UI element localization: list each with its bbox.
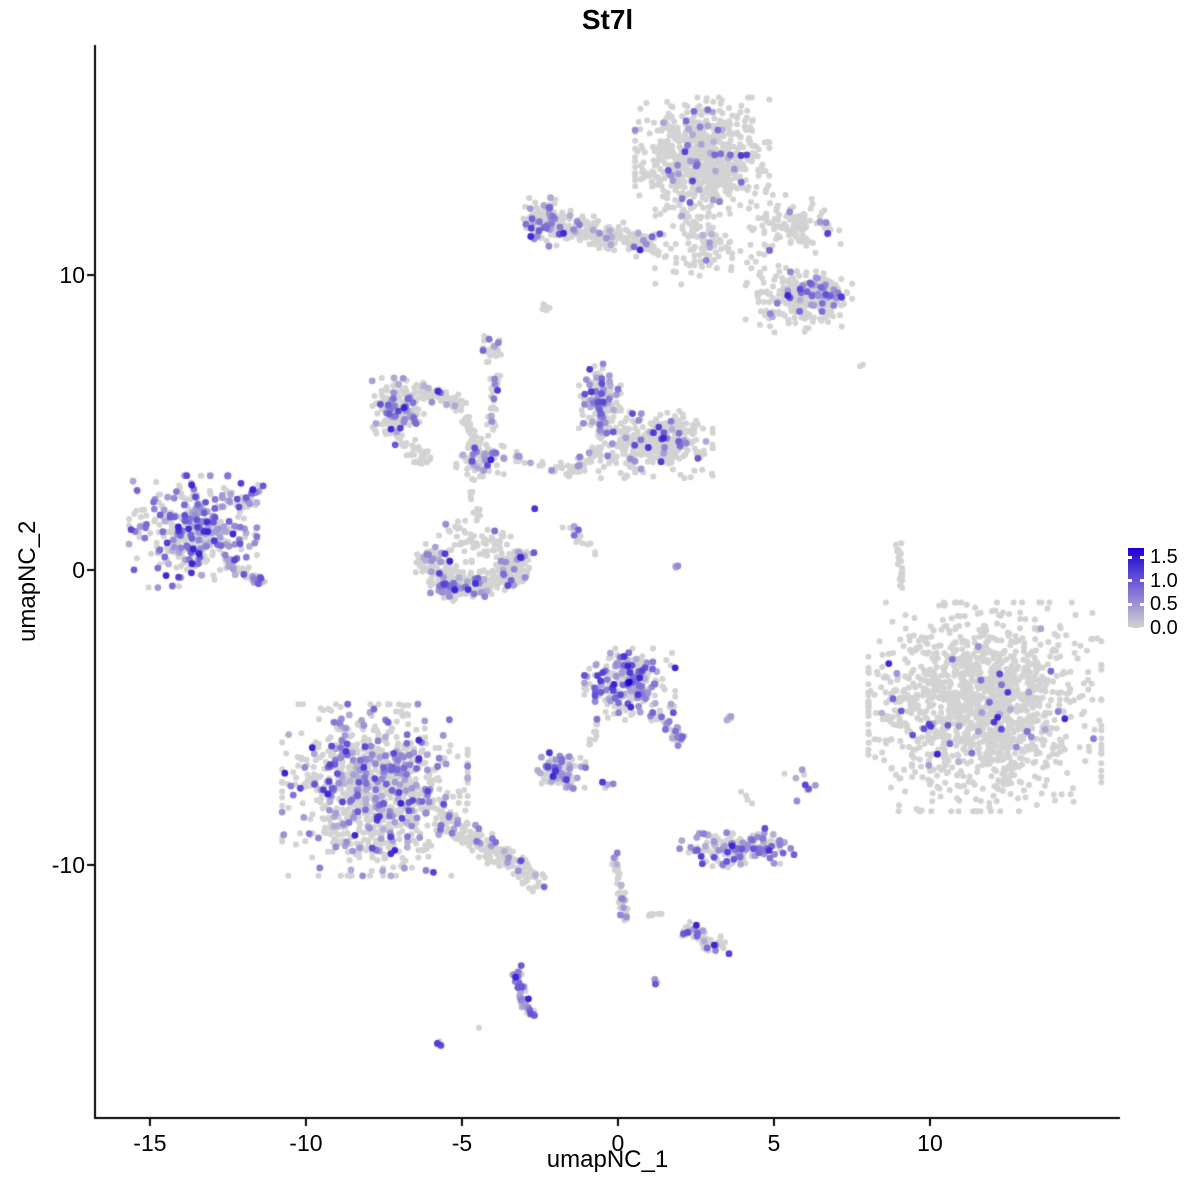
colorbar-notch [1140, 555, 1144, 559]
x-tick-label: -15 [133, 1130, 167, 1156]
colorbar-tick-label: 1.0 [1150, 569, 1178, 592]
colorbar-tick-label: 1.5 [1150, 546, 1178, 569]
colorbar-notch [1128, 579, 1132, 583]
y-tick-label: 0 [72, 556, 85, 583]
expression-colorbar-legend: 1.5 1.0 0.5 0.0 [1128, 546, 1200, 638]
x-axis-title: umapNC_1 [546, 1146, 669, 1173]
colorbar-tick-label: 0.5 [1150, 593, 1178, 616]
colorbar-gradient [1128, 548, 1144, 630]
x-tick-label: -5 [451, 1130, 473, 1156]
colorbar-tick-label: 0.0 [1150, 617, 1178, 639]
y-tick-label: -10 [51, 851, 85, 878]
x-tick-label: -10 [289, 1130, 323, 1156]
colorbar-notch [1128, 555, 1132, 559]
colorbar-notch [1140, 626, 1144, 630]
y-tick-label: 10 [59, 262, 85, 289]
x-tick-label: 0 [611, 1130, 625, 1156]
plot-title: St7l [581, 4, 634, 35]
colorbar-notch [1128, 626, 1132, 630]
colorbar-notch [1140, 579, 1144, 583]
x-tick-label: 10 [917, 1130, 943, 1156]
x-tick-label: 5 [767, 1130, 781, 1156]
colorbar-notch [1128, 602, 1132, 606]
colorbar-notch [1140, 602, 1144, 606]
